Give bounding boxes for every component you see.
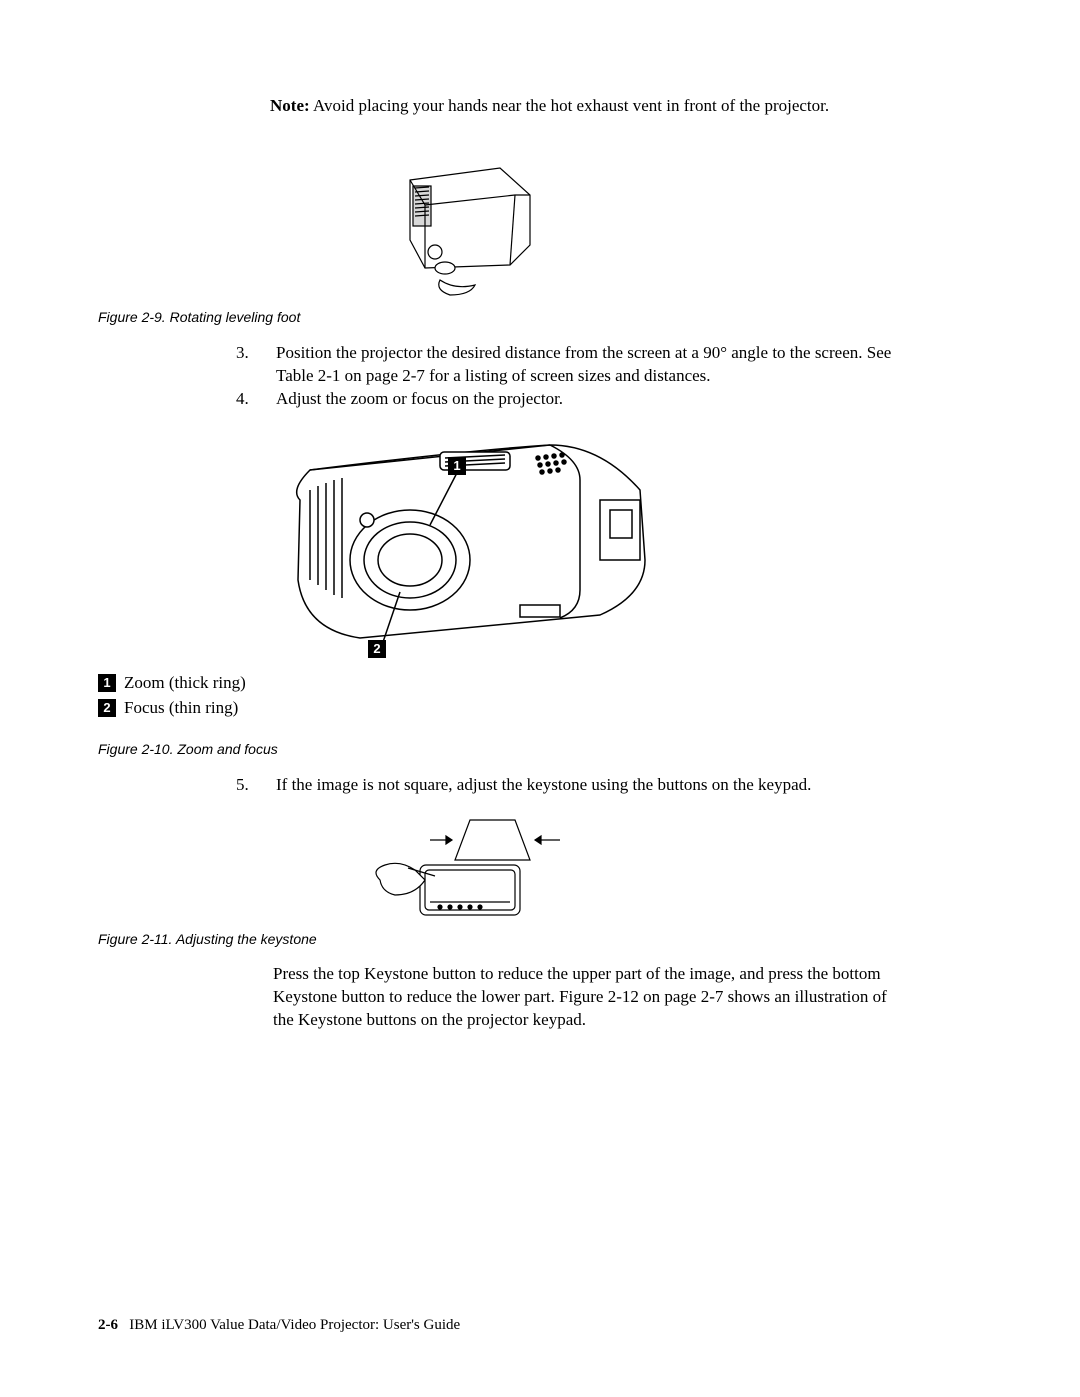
figure-2-9-caption: Figure 2-9. Rotating leveling foot [98,308,300,327]
figure-2-10-image [270,420,670,670]
step-3-text: Position the projector the desired dista… [276,343,891,385]
keystone-paragraph: Press the top Keystone button to reduce … [273,963,898,1032]
step-4-number: 4. [256,388,276,411]
step-4: 4.Adjust the zoom or focus on the projec… [256,388,896,411]
legend-label-1: Zoom (thick ring) [124,672,246,695]
figure-2-11-image [360,810,580,930]
figure-2-10-legend: 1 Zoom (thick ring) 2 Focus (thin ring) [98,672,246,722]
footer-title: IBM iLV300 Value Data/Video Projector: U… [129,1317,460,1333]
legend-row-1: 1 Zoom (thick ring) [98,672,246,695]
step-5-text: If the image is not square, adjust the k… [276,775,811,794]
note-text: Avoid placing your hands near the hot ex… [313,96,829,115]
step-5: 5.If the image is not square, adjust the… [256,774,916,797]
callout-1: 1 [448,457,466,475]
legend-num-1: 1 [98,674,116,692]
step-3: 3.Position the projector the desired dis… [256,342,896,388]
figure-2-10-caption: Figure 2-10. Zoom and focus [98,740,278,759]
figure-2-9-image [380,150,560,300]
step-5-number: 5. [256,774,276,797]
callout-2: 2 [368,640,386,658]
legend-num-2: 2 [98,699,116,717]
figure-2-11-caption: Figure 2-11. Adjusting the keystone [98,930,317,949]
footer-page-number: 2-6 [98,1317,118,1333]
step-3-number: 3. [256,342,276,365]
page-footer: 2-6 IBM iLV300 Value Data/Video Projecto… [98,1315,460,1335]
step-4-text: Adjust the zoom or focus on the projecto… [276,389,563,408]
legend-row-2: 2 Focus (thin ring) [98,697,246,720]
legend-label-2: Focus (thin ring) [124,697,238,720]
note-block: Note: Avoid placing your hands near the … [270,95,890,118]
note-label: Note: [270,96,310,115]
